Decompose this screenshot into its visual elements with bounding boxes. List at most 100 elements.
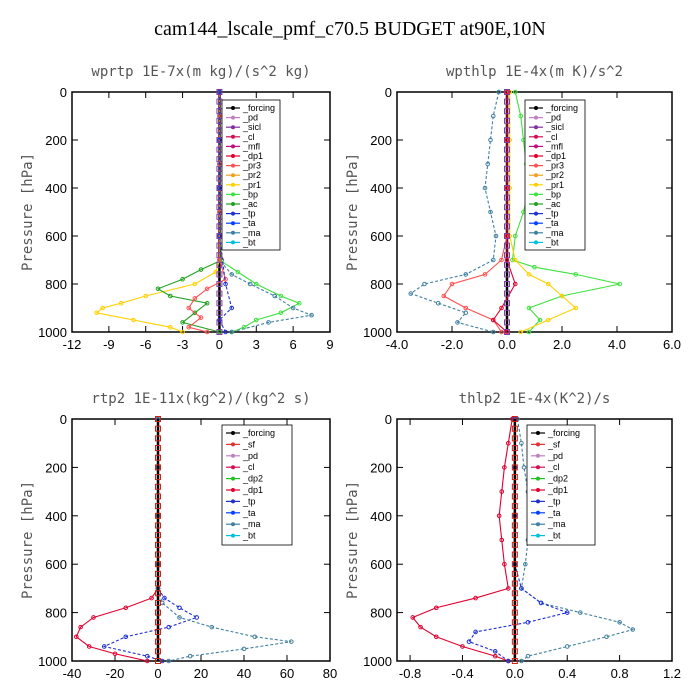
- zero-marker: [155, 648, 161, 655]
- legend-marker: [231, 163, 235, 168]
- x-tick-label: 2.0: [553, 337, 571, 352]
- chart-title: rtp2 1E-11x(kg^2)/(kg^2 s): [91, 391, 310, 407]
- chart-3: rtp2 1E-11x(kg^2)/(kg^2 s)02004006008001…: [20, 391, 337, 681]
- data-point-bp: [253, 317, 259, 323]
- y-tick-label: 600: [45, 229, 67, 244]
- legend-label: _tp: [242, 496, 256, 506]
- data-point-ma: [523, 561, 528, 567]
- data-point-ma: [229, 272, 235, 277]
- data-point-ma: [578, 610, 583, 615]
- legend-label: _dp1: [242, 485, 263, 495]
- x-tick-label: 3: [253, 337, 260, 352]
- zero-marker: [155, 599, 161, 606]
- legend-label: _ta: [545, 218, 559, 228]
- legend-label: _pr3: [242, 161, 261, 171]
- data-point-tp: [194, 615, 199, 620]
- zero-marker: [504, 165, 510, 172]
- data-point-pr3: [223, 276, 228, 282]
- data-point-ma: [455, 320, 460, 325]
- data-point-ma: [247, 281, 253, 287]
- zero-marker: [504, 309, 510, 316]
- zero-marker: [504, 223, 510, 230]
- zero-marker: [511, 503, 518, 510]
- data-point-tp: [223, 329, 228, 335]
- series-line-tp: [102, 419, 199, 662]
- legend-marker: [534, 202, 538, 206]
- zero-marker: [155, 590, 161, 597]
- legend-marker: [231, 144, 235, 149]
- data-point-ma: [187, 653, 193, 659]
- x-tick-label: -20: [106, 666, 125, 681]
- y-tick-label: 200: [370, 133, 392, 148]
- data-point-pr3: [499, 329, 504, 335]
- data-point-dp1: [502, 561, 507, 567]
- zero-marker: [155, 416, 161, 422]
- legend-marker: [534, 125, 538, 130]
- zero-marker: [155, 522, 161, 529]
- zero-marker: [216, 261, 223, 268]
- data-point-ma: [266, 320, 271, 325]
- y-tick-label: 1000: [363, 325, 392, 340]
- data-point-pr1: [573, 305, 579, 311]
- data-point-ma: [290, 305, 296, 311]
- data-point-dp1: [506, 440, 511, 446]
- zero-marker: [216, 300, 223, 307]
- data-point-dp1: [460, 644, 465, 649]
- x-tick-label: 9: [326, 337, 333, 352]
- data-point-ma: [252, 634, 258, 640]
- legend-label: _mfl: [242, 141, 260, 151]
- legend-box: [221, 99, 281, 251]
- legend-marker: [534, 144, 538, 149]
- legend-label: _pr1: [242, 180, 261, 190]
- data-point-bp: [510, 257, 515, 263]
- data-point-ac: [192, 310, 198, 316]
- y-axis-label: Pressure [hPa]: [345, 153, 361, 271]
- plot-frame: [396, 91, 673, 333]
- x-tick-label: 0: [216, 337, 223, 352]
- series-line-dp1: [492, 92, 516, 333]
- legend-label: _bp: [545, 189, 561, 199]
- legend-label: _pd: [242, 451, 258, 461]
- data-point-ma: [166, 658, 172, 664]
- data-point-pr3: [204, 329, 210, 335]
- legend-label: _dp1: [547, 485, 568, 495]
- series-line-ac: [156, 92, 223, 333]
- y-axis-label: Pressure [hPa]: [345, 481, 361, 599]
- x-tick-label: -2.0: [441, 337, 463, 352]
- legend-label: _dp2: [242, 474, 263, 484]
- legend-marker: [534, 173, 538, 178]
- data-point-ma: [408, 291, 414, 296]
- zero-marker: [511, 551, 518, 558]
- y-tick-label: 0: [60, 412, 67, 427]
- data-point-pr1: [518, 329, 524, 335]
- legend-label: _pr1: [545, 180, 564, 190]
- zero-marker: [511, 483, 518, 490]
- data-point-tp: [123, 634, 129, 640]
- legend-label: _pd: [547, 451, 563, 461]
- x-tick-label: 1.2: [663, 666, 681, 681]
- zero-marker: [511, 474, 518, 481]
- data-point-pr1: [559, 293, 565, 299]
- chart-title: wpthlp 1E-4x(m K)/s^2: [446, 64, 623, 80]
- data-point-pr1: [143, 293, 149, 299]
- zero-marker: [155, 474, 161, 481]
- zero-marker: [511, 464, 518, 471]
- zero-marker: [504, 194, 510, 201]
- legend-label: _ta: [242, 218, 256, 228]
- zero-marker: [504, 242, 510, 249]
- legend-label: _bt: [545, 237, 559, 247]
- data-point-ma: [463, 310, 469, 316]
- data-point-ma: [177, 615, 182, 620]
- x-tick-label: 0: [154, 666, 161, 681]
- zero-marker: [216, 252, 223, 259]
- data-point-tp: [229, 305, 235, 311]
- y-tick-label: 0: [385, 412, 392, 427]
- zero-marker: [504, 319, 510, 326]
- legend-marker: [534, 106, 538, 110]
- zero-marker: [511, 522, 518, 529]
- zero-marker: [504, 329, 510, 335]
- zero-marker: [511, 532, 518, 539]
- legend-marker: [231, 221, 235, 226]
- data-point-pr1: [131, 317, 136, 323]
